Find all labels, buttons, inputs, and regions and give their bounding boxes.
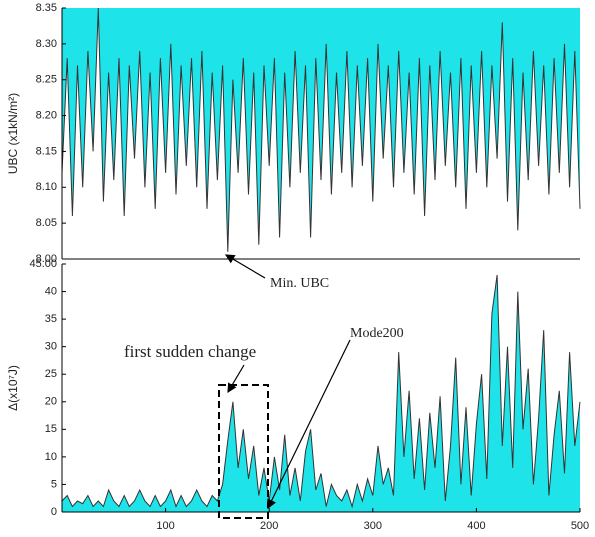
x-tick-label: 200 — [260, 520, 278, 532]
y-axis-label: Δ(x10⁷J) — [6, 365, 20, 411]
area-fill — [62, 275, 580, 512]
y-tick-label: 10 — [45, 451, 57, 463]
y-tick-label: 8.25 — [36, 74, 57, 86]
y-tick-label: 35 — [45, 313, 57, 325]
y-tick-label: 8.35 — [36, 2, 57, 14]
annotation: first sudden change — [124, 342, 256, 361]
data-line — [61, 7, 581, 252]
y-tick-label: 45.00 — [29, 258, 57, 270]
y-tick-label: 0 — [51, 506, 57, 518]
x-tick-label: 100 — [156, 520, 174, 532]
x-tick-label: 300 — [364, 520, 382, 532]
annotation-arrow — [227, 364, 245, 394]
y-tick-label: 20 — [45, 396, 57, 408]
y-tick-label: 8.30 — [36, 38, 57, 50]
annotation: Mode200 — [350, 326, 404, 341]
y-tick-label: 15 — [45, 423, 57, 435]
annotation-arrow — [224, 254, 266, 279]
data-line — [61, 274, 581, 509]
annotation-arrow — [267, 339, 351, 510]
y-tick-label: 8.10 — [36, 181, 57, 193]
highlight-box — [218, 384, 269, 519]
y-tick-label: 8.15 — [36, 145, 57, 157]
x-tick-label: 500 — [571, 520, 589, 532]
y-tick-label: 40 — [45, 285, 57, 297]
y-tick-label: 8.20 — [36, 109, 57, 121]
y-axis-label: UBC (x1kN/m²) — [6, 93, 20, 174]
y-tick-label: 8.05 — [36, 217, 57, 229]
annotation: Min. UBC — [270, 276, 329, 291]
y-tick-label: 30 — [45, 341, 57, 353]
y-tick-label: 25 — [45, 368, 57, 380]
area-fill — [62, 8, 580, 252]
x-tick-label: 400 — [467, 520, 485, 532]
y-tick-label: 8.00 — [36, 253, 57, 265]
y-tick-label: 5 — [51, 478, 57, 490]
